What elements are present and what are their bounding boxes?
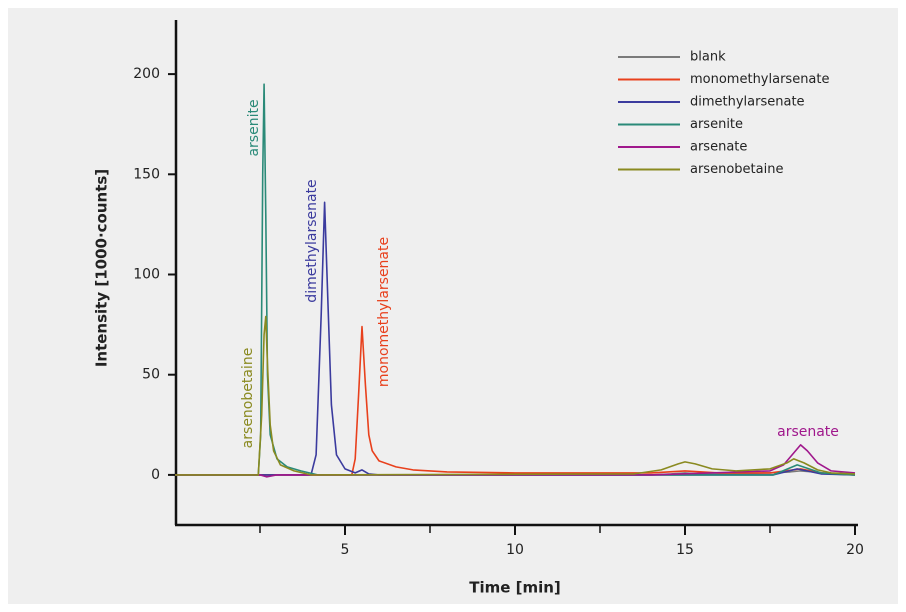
legend-text: blank bbox=[690, 50, 726, 65]
legend-text: monomethylarsenate bbox=[690, 72, 830, 87]
series-line bbox=[175, 201, 856, 476]
x-tick-label: 15 bbox=[676, 542, 694, 558]
annotation: arsenite bbox=[246, 99, 262, 156]
annotation: arsenate bbox=[777, 424, 839, 440]
y-tick-label: 100 bbox=[133, 267, 160, 283]
series-line bbox=[175, 325, 856, 476]
x-axis-title: Time [min] bbox=[469, 579, 561, 597]
series-line bbox=[175, 315, 856, 476]
x-tick-label: 10 bbox=[506, 542, 524, 558]
legend-text: arsenobetaine bbox=[690, 162, 783, 177]
y-tick-label: 150 bbox=[133, 166, 160, 182]
legend-text: arsenate bbox=[690, 140, 747, 155]
legend-text: arsenite bbox=[690, 117, 743, 132]
y-tick-label: 0 bbox=[151, 467, 160, 483]
annotation: arsenobetaine bbox=[240, 348, 256, 449]
legend-text: dimethylarsenate bbox=[690, 95, 805, 110]
x-tick-label: 20 bbox=[846, 542, 864, 558]
plot-background bbox=[8, 8, 898, 604]
x-tick-label: 5 bbox=[341, 542, 350, 558]
annotation: dimethylarsenate bbox=[304, 179, 320, 302]
y-axis-title: Intensity [1000·counts] bbox=[93, 169, 111, 367]
y-tick-label: 50 bbox=[142, 367, 160, 383]
annotation: monomethylarsenate bbox=[376, 237, 392, 387]
y-tick-label: 200 bbox=[133, 66, 160, 82]
